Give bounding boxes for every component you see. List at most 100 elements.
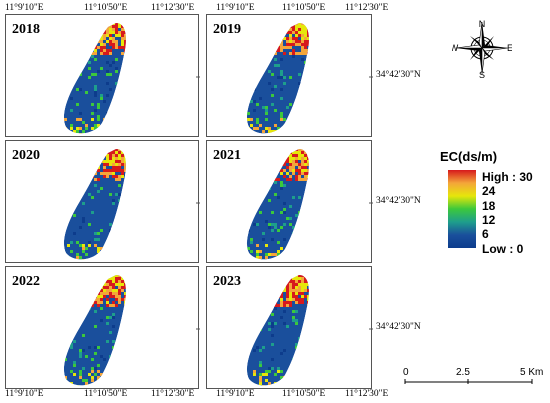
salinity-cell xyxy=(63,31,64,34)
salinity-cell xyxy=(64,136,67,138)
salinity-cell xyxy=(88,31,91,34)
salinity-cell xyxy=(112,43,115,46)
salinity-cell xyxy=(82,121,85,124)
salinity-cell xyxy=(262,28,265,31)
salinity-cell xyxy=(103,271,106,274)
salinity-cell xyxy=(63,259,64,260)
salinity-cell xyxy=(280,25,283,28)
salinity-cell xyxy=(250,163,253,166)
salinity-cell xyxy=(118,136,121,138)
salinity-cell xyxy=(112,313,115,316)
salinity-cell xyxy=(82,19,85,22)
salinity-cell xyxy=(301,178,304,181)
salinity-cell xyxy=(307,175,309,178)
salinity-cell xyxy=(115,67,118,70)
salinity-cell xyxy=(127,19,130,22)
salinity-cell xyxy=(271,49,274,52)
salinity-cell xyxy=(253,154,256,157)
salinity-cell xyxy=(256,145,259,148)
salinity-cell xyxy=(301,23,304,25)
salinity-cell xyxy=(79,118,82,121)
salinity-cell xyxy=(73,23,76,25)
salinity-cell xyxy=(76,280,79,283)
salinity-cell xyxy=(259,31,262,34)
salinity-cell xyxy=(259,376,262,379)
salinity-cell xyxy=(97,127,100,130)
salinity-cell xyxy=(112,28,115,31)
salinity-cell xyxy=(310,298,313,301)
salinity-cell xyxy=(88,223,91,226)
salinity-cell xyxy=(277,25,280,28)
salinity-cell xyxy=(289,19,292,22)
salinity-cell xyxy=(262,136,265,138)
salinity-cell xyxy=(280,115,283,118)
salinity-cell xyxy=(274,223,277,226)
salinity-cell xyxy=(274,307,277,310)
salinity-cell xyxy=(115,283,118,286)
salinity-cell xyxy=(73,73,76,76)
salinity-cell xyxy=(79,133,82,134)
salinity-cell xyxy=(100,277,103,280)
salinity-cell xyxy=(241,280,244,283)
salinity-cell xyxy=(280,40,283,43)
salinity-cell xyxy=(63,25,64,28)
salinity-cell xyxy=(64,19,67,22)
salinity-cell xyxy=(112,275,115,277)
salinity-cell xyxy=(94,352,97,355)
salinity-cell xyxy=(253,149,256,151)
salinity-cell xyxy=(241,28,244,31)
salinity-cell xyxy=(97,149,100,151)
salinity-cell xyxy=(118,275,121,277)
salinity-cell xyxy=(91,151,94,154)
salinity-cell xyxy=(109,172,112,175)
salinity-cell xyxy=(250,275,253,277)
salinity-cell xyxy=(301,172,304,175)
salinity-cell xyxy=(58,292,61,295)
salinity-cell xyxy=(115,25,118,28)
salinity-cell xyxy=(280,289,283,292)
salinity-cell xyxy=(265,271,268,274)
salinity-cell xyxy=(109,31,112,34)
salinity-cell xyxy=(313,37,316,40)
salinity-cell xyxy=(88,151,91,154)
salinity-cell xyxy=(295,289,298,292)
salinity-cell xyxy=(112,157,115,160)
salinity-cell xyxy=(115,247,118,250)
salinity-cell xyxy=(63,151,64,154)
salinity-cell xyxy=(310,28,313,31)
salinity-cell xyxy=(121,262,124,264)
salinity-cell xyxy=(63,172,64,175)
salinity-cell xyxy=(124,325,126,328)
salinity-cell xyxy=(301,124,304,127)
salinity-cell xyxy=(115,280,118,283)
salinity-cell xyxy=(127,145,130,148)
salinity-cell xyxy=(130,22,133,25)
salinity-cell xyxy=(70,19,73,22)
salinity-cell xyxy=(289,34,292,37)
salinity-cell xyxy=(313,175,316,178)
salinity-cell xyxy=(76,160,79,163)
salinity-cell xyxy=(106,31,109,34)
salinity-cell xyxy=(301,19,304,22)
salinity-cell xyxy=(289,169,292,172)
salinity-cell xyxy=(91,28,94,31)
salinity-cell xyxy=(244,136,247,138)
salinity-cell xyxy=(246,106,247,109)
salinity-cell xyxy=(82,52,85,55)
salinity-cell xyxy=(280,151,283,154)
salinity-cell xyxy=(280,283,283,286)
salinity-cell xyxy=(277,151,280,154)
salinity-cell xyxy=(73,37,76,40)
salinity-cell xyxy=(256,127,259,130)
salinity-cell xyxy=(100,151,103,154)
salinity-cell xyxy=(97,28,100,31)
lon-label: 11°9'10"E xyxy=(5,389,44,399)
salinity-cell xyxy=(283,223,286,226)
salinity-cell xyxy=(76,316,79,319)
salinity-cell xyxy=(94,23,97,25)
legend-label: 6 xyxy=(482,227,489,241)
salinity-cell xyxy=(103,19,106,22)
salinity-cell xyxy=(295,262,298,264)
salinity-cell xyxy=(268,23,271,25)
salinity-cell xyxy=(67,271,70,274)
